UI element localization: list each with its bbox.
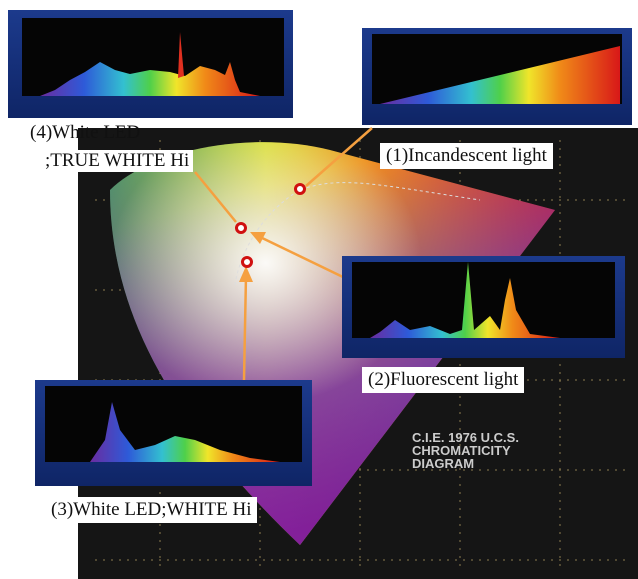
spectrum-inset [342, 256, 625, 358]
label: ;TRUE WHITE Hi [41, 150, 193, 172]
label: (1)Incandescent light [380, 143, 553, 169]
spectrum-inset [8, 10, 293, 118]
caption-line: DIAGRAM [412, 456, 474, 471]
label: (3)White LED;WHITE Hi [45, 497, 257, 523]
figure: C.I.E. 1976 U.C.S. CHROMATICITY DIAGRAM … [0, 0, 638, 579]
label: (4)White LED [26, 122, 144, 144]
spectrum-inset [35, 380, 312, 486]
spectrum-inset [362, 28, 632, 125]
label: (2)Fluorescent light [362, 367, 524, 393]
diagram: C.I.E. 1976 U.C.S. CHROMATICITY DIAGRAM [0, 0, 638, 579]
